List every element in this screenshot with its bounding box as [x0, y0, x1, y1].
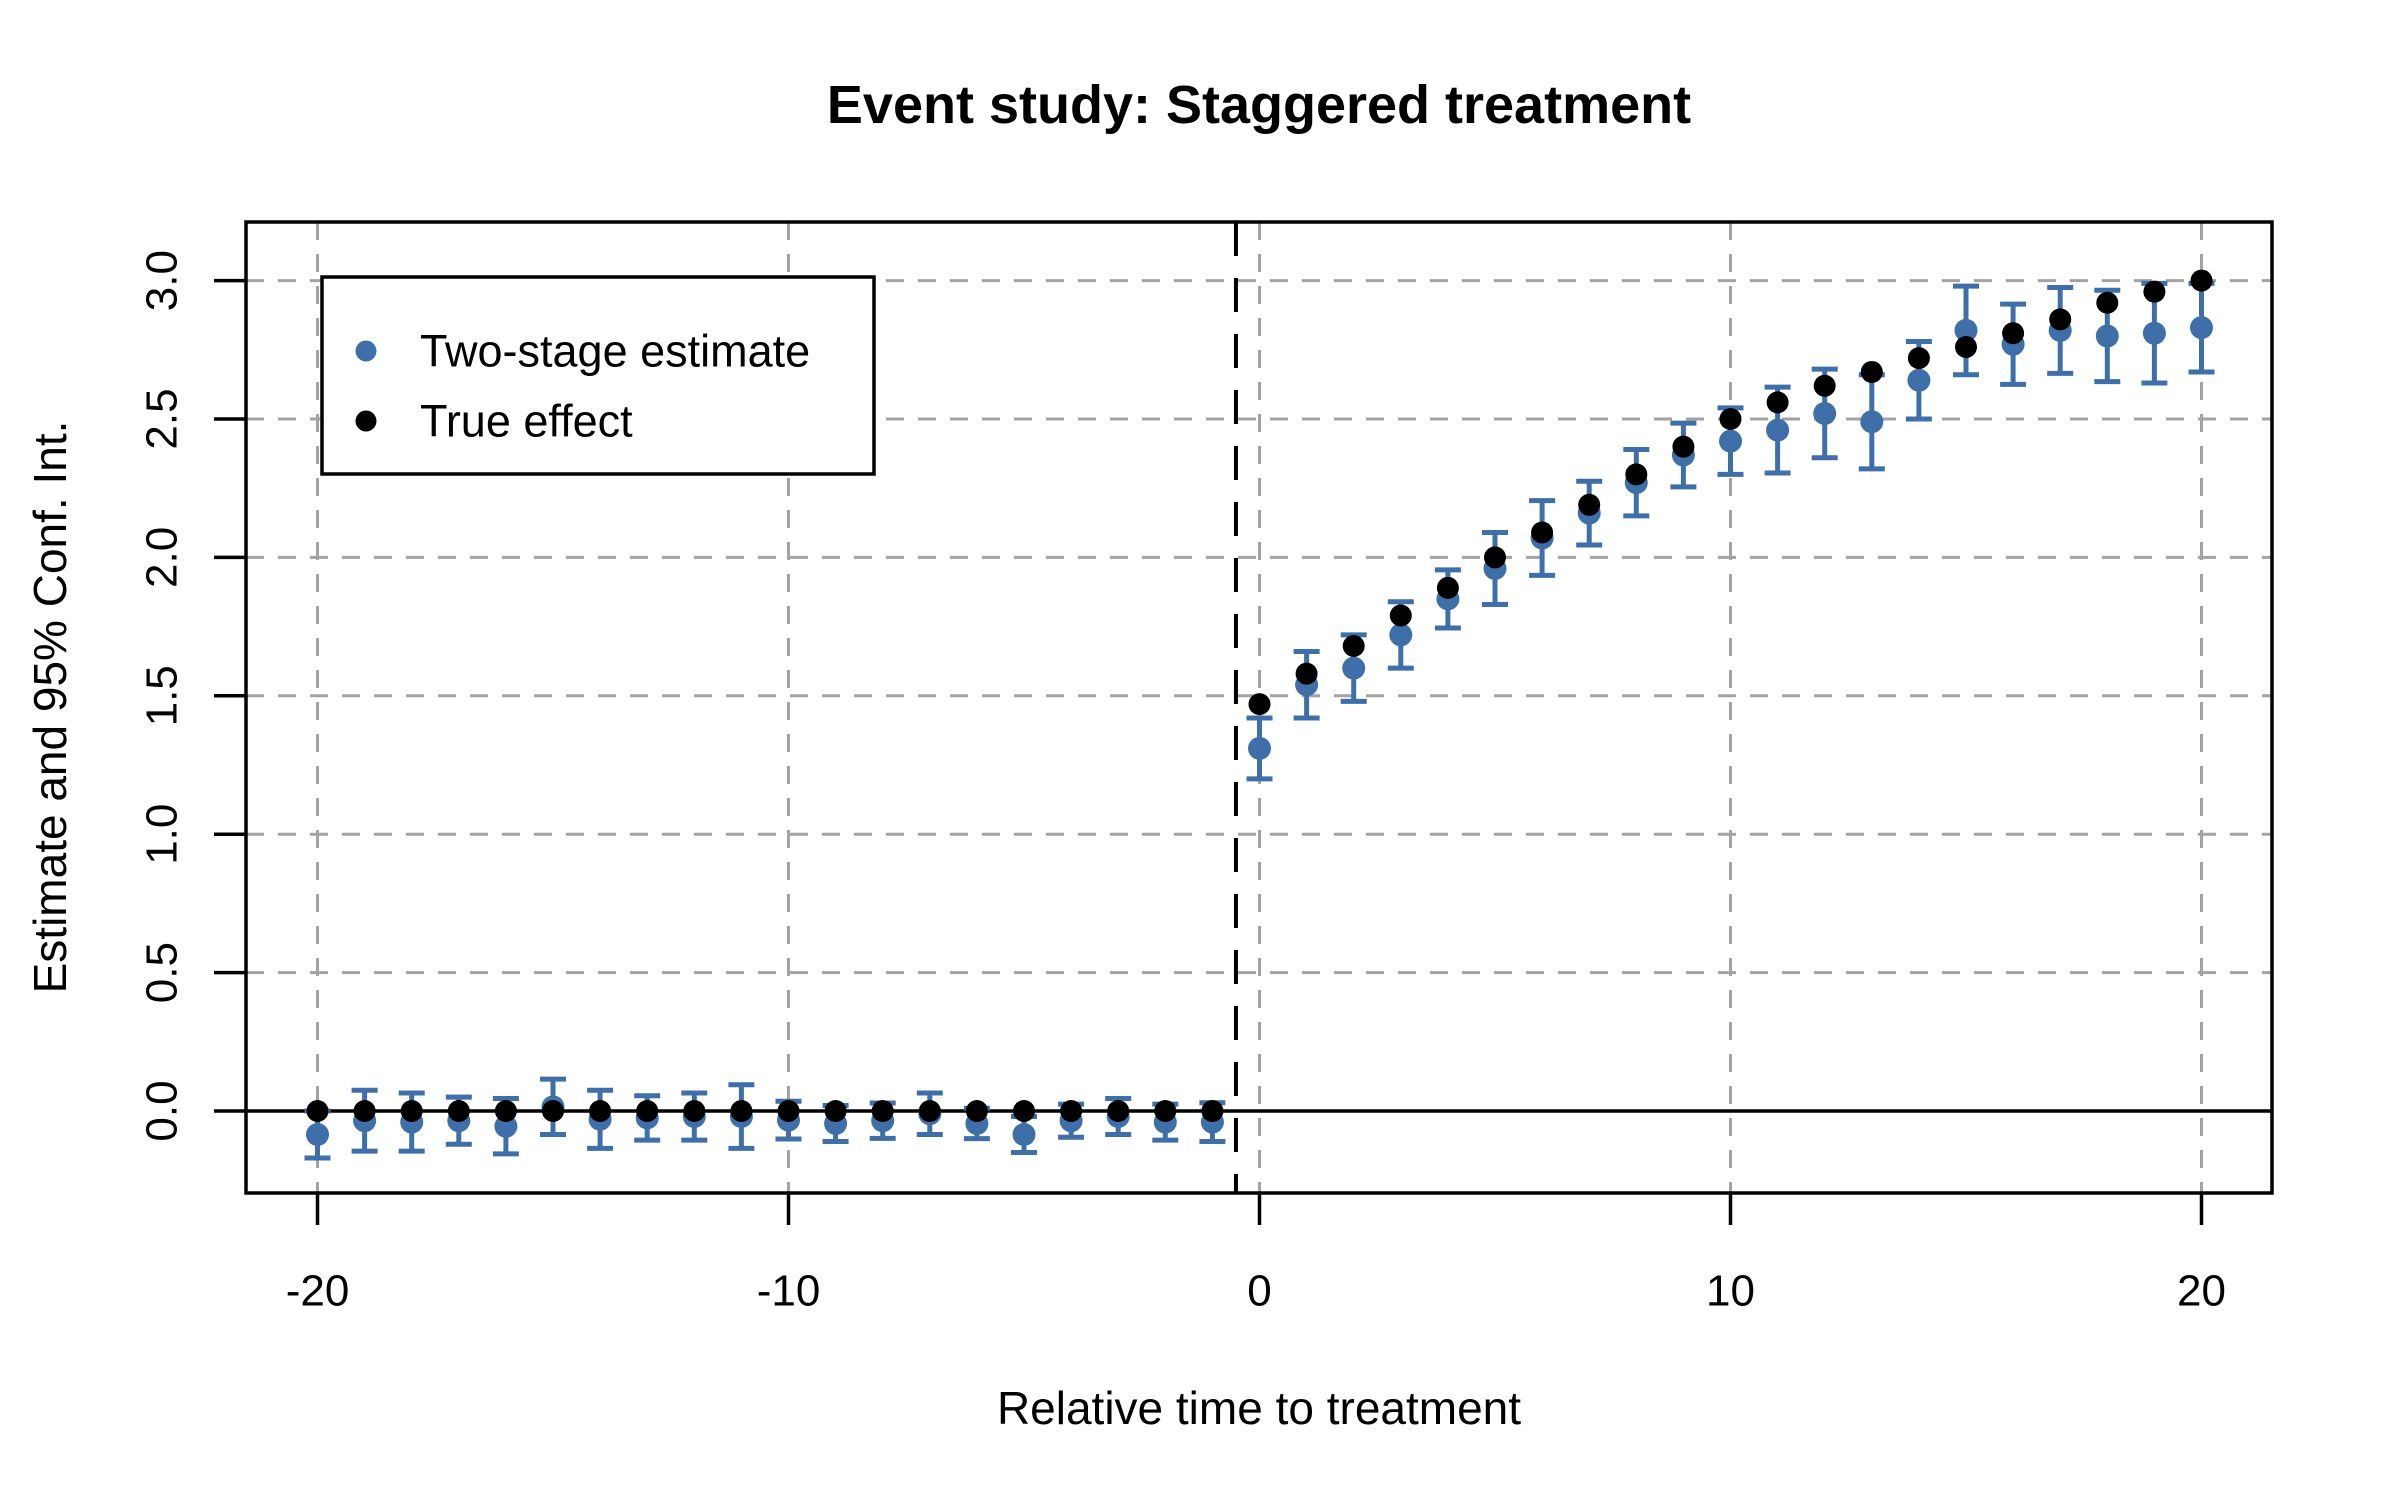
data-point-true-effect	[1578, 493, 1601, 516]
x-tick-label: 0	[1247, 1267, 1271, 1316]
data-point-true-effect	[1955, 336, 1977, 359]
true-effect-dot-icon	[355, 410, 377, 432]
data-point-true-effect	[824, 1100, 847, 1122]
data-point-true-effect	[1813, 374, 1836, 397]
data-point-true-effect	[1060, 1100, 1083, 1122]
data-point-true-effect	[306, 1100, 329, 1122]
x-tick-label: 20	[2177, 1267, 2226, 1316]
true-effect-points	[306, 269, 2213, 1122]
legend: Two-stage estimate True effect	[320, 275, 876, 476]
x-tick-label: 10	[1706, 1267, 1755, 1316]
data-point-estimate	[1907, 368, 1931, 392]
data-point-estimate	[1813, 401, 1837, 425]
data-point-true-effect	[636, 1100, 659, 1122]
data-point-estimate	[1012, 1123, 1036, 1147]
estimate-dot-icon	[355, 340, 377, 362]
y-tick-label: 2.0	[138, 527, 187, 588]
data-point-estimate	[2142, 321, 2166, 345]
y-tick-label: 0.0	[138, 1080, 187, 1141]
data-point-true-effect	[871, 1100, 894, 1122]
data-point-true-effect	[1766, 391, 1789, 414]
x-tick-label: -10	[757, 1267, 821, 1316]
data-point-estimate	[1719, 429, 1742, 453]
legend-label-true: True effect	[420, 396, 633, 447]
data-point-true-effect	[1342, 634, 1365, 657]
y-axis-ticks: 0.0 0.5 1.0 1.5 2.0 2.5 3.0	[138, 250, 246, 1142]
data-point-true-effect	[2143, 280, 2166, 303]
data-point-true-effect	[730, 1100, 753, 1122]
data-point-estimate	[306, 1123, 329, 1147]
data-point-true-effect	[1860, 360, 1883, 383]
data-point-true-effect	[1484, 546, 1506, 569]
y-tick-label: 1.5	[138, 665, 187, 726]
data-point-true-effect	[777, 1100, 800, 1122]
legend-label-estimate: Two-stage estimate	[420, 326, 810, 377]
x-tick-label: -20	[286, 1267, 350, 1316]
data-point-true-effect	[918, 1100, 941, 1122]
data-point-true-effect	[1107, 1100, 1130, 1122]
data-point-true-effect	[965, 1100, 988, 1122]
data-point-true-effect	[1531, 521, 1554, 544]
data-point-true-effect	[1013, 1100, 1035, 1122]
data-point-estimate	[2095, 324, 2119, 348]
data-point-true-effect	[1672, 435, 1695, 458]
data-point-true-effect	[447, 1100, 470, 1122]
data-point-true-effect	[1436, 576, 1459, 599]
y-tick-label: 0.5	[138, 942, 187, 1003]
data-point-estimate	[1248, 736, 1271, 760]
data-point-estimate	[1954, 318, 1978, 342]
data-point-true-effect	[1389, 604, 1412, 627]
data-point-true-effect	[353, 1100, 376, 1122]
data-point-true-effect	[2002, 322, 2025, 345]
data-point-estimate	[1389, 623, 1413, 647]
data-point-true-effect	[1248, 693, 1271, 716]
data-point-estimate	[2190, 316, 2213, 340]
y-axis-label: Estimate and 95% Conf. Int.	[24, 421, 76, 994]
data-point-true-effect	[683, 1100, 706, 1122]
data-point-estimate	[1766, 418, 1790, 442]
data-point-true-effect	[1201, 1100, 1224, 1122]
data-point-true-effect	[494, 1100, 517, 1122]
x-axis-ticks: -20 -10 0 10 20	[286, 1193, 2226, 1316]
y-tick-label: 3.0	[138, 250, 187, 311]
data-point-true-effect	[2049, 308, 2072, 331]
data-point-true-effect	[400, 1100, 423, 1122]
data-point-estimate	[1342, 656, 1366, 680]
data-point-estimate	[494, 1114, 518, 1138]
data-point-true-effect	[1907, 347, 1930, 370]
legend-box	[320, 275, 876, 476]
y-tick-label: 2.5	[138, 388, 187, 449]
data-point-true-effect	[1154, 1100, 1177, 1122]
data-point-true-effect	[589, 1100, 612, 1122]
data-point-true-effect	[2096, 291, 2119, 314]
data-point-true-effect	[542, 1100, 564, 1122]
data-point-true-effect	[1625, 463, 1648, 486]
data-point-true-effect	[1719, 408, 1742, 430]
page-title: Event study: Staggered treatment	[827, 75, 1691, 135]
x-axis-label: Relative time to treatment	[997, 1382, 1521, 1434]
y-tick-label: 1.0	[138, 804, 187, 865]
data-point-true-effect	[2190, 269, 2213, 292]
data-point-true-effect	[1295, 662, 1318, 685]
data-point-estimate	[1860, 410, 1884, 434]
